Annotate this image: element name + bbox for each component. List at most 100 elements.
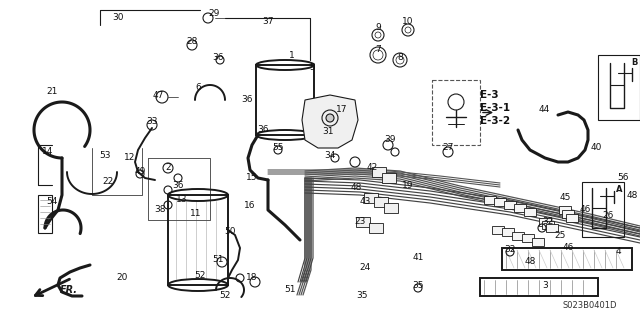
Text: 49: 49	[134, 167, 146, 176]
Text: 47: 47	[152, 92, 164, 100]
Text: A: A	[616, 185, 622, 194]
Bar	[372, 167, 386, 177]
Text: 1: 1	[289, 50, 295, 60]
Text: B: B	[632, 58, 638, 67]
Bar	[522, 234, 534, 242]
Text: 52: 52	[220, 291, 230, 300]
Bar	[502, 248, 632, 270]
Text: 36: 36	[257, 125, 269, 135]
Bar	[432, 80, 480, 145]
Bar	[504, 201, 516, 209]
Text: 35: 35	[356, 291, 368, 300]
Text: 38: 38	[154, 205, 166, 214]
Text: 16: 16	[244, 201, 256, 210]
Text: 29: 29	[208, 10, 220, 19]
Bar	[562, 210, 574, 218]
Text: 17: 17	[336, 106, 348, 115]
Text: 22: 22	[102, 177, 114, 187]
Bar	[384, 203, 398, 213]
Bar	[480, 278, 598, 296]
Text: 36: 36	[212, 54, 224, 63]
Text: E-3-1: E-3-1	[480, 103, 510, 113]
Text: S023B0401D: S023B0401D	[563, 300, 617, 309]
Text: 18: 18	[246, 273, 258, 283]
Text: 51: 51	[284, 286, 296, 294]
Text: 55: 55	[272, 144, 284, 152]
Text: 9: 9	[375, 24, 381, 33]
Text: 32: 32	[504, 246, 516, 255]
Text: 42: 42	[366, 164, 378, 173]
Text: 8: 8	[397, 54, 403, 63]
Text: 21: 21	[46, 87, 58, 97]
Bar	[582, 182, 624, 237]
Text: 34: 34	[324, 151, 336, 160]
Text: 7: 7	[375, 46, 381, 55]
Text: 30: 30	[112, 13, 124, 23]
Text: 46: 46	[579, 205, 591, 214]
Text: 45: 45	[559, 194, 571, 203]
Text: 12: 12	[124, 153, 136, 162]
Text: 10: 10	[403, 18, 413, 26]
Text: 19: 19	[403, 181, 413, 189]
Text: 51: 51	[212, 256, 224, 264]
Bar	[524, 208, 536, 216]
Text: 48: 48	[627, 190, 637, 199]
Text: 48: 48	[524, 257, 536, 266]
Text: 11: 11	[190, 209, 202, 218]
Polygon shape	[302, 95, 358, 148]
Bar	[256, 65, 314, 135]
Text: 37: 37	[262, 18, 274, 26]
Text: 41: 41	[412, 254, 424, 263]
Bar	[364, 193, 378, 203]
Bar	[369, 223, 383, 233]
Text: 44: 44	[538, 106, 550, 115]
Text: 15: 15	[246, 174, 258, 182]
Bar	[598, 55, 640, 120]
Text: 25: 25	[554, 231, 566, 240]
Text: 20: 20	[116, 273, 128, 283]
Text: 3: 3	[542, 280, 548, 290]
Bar	[382, 173, 396, 183]
Bar	[492, 226, 504, 234]
Text: 2: 2	[165, 164, 171, 173]
Text: 26: 26	[602, 211, 614, 219]
Bar	[566, 214, 578, 222]
Text: 31: 31	[323, 128, 333, 137]
Bar	[356, 217, 370, 227]
Text: E-3: E-3	[480, 90, 499, 100]
Text: E-3-2: E-3-2	[480, 116, 510, 126]
Text: 32: 32	[542, 218, 554, 226]
Text: 54: 54	[46, 197, 58, 206]
Text: 36: 36	[241, 95, 253, 105]
Bar	[542, 221, 554, 229]
Text: 56: 56	[617, 174, 628, 182]
Text: 52: 52	[195, 271, 205, 280]
Text: 5: 5	[309, 63, 315, 72]
Bar	[38, 195, 52, 233]
Text: 36: 36	[172, 181, 184, 189]
Text: 35: 35	[412, 280, 424, 290]
Text: 50: 50	[224, 227, 236, 236]
Bar	[168, 195, 228, 285]
Text: 39: 39	[384, 136, 396, 145]
Bar	[494, 198, 506, 206]
Bar	[484, 196, 496, 204]
Text: 48: 48	[350, 183, 362, 192]
Text: 24: 24	[360, 263, 371, 272]
Bar	[546, 224, 558, 232]
Text: FR.: FR.	[60, 285, 78, 295]
Bar	[512, 232, 524, 240]
Text: 43: 43	[359, 197, 371, 206]
Bar	[559, 206, 571, 214]
Bar	[502, 228, 514, 236]
Bar	[374, 197, 388, 207]
Circle shape	[326, 114, 334, 122]
Text: 40: 40	[590, 144, 602, 152]
Text: 46: 46	[563, 243, 573, 253]
Text: 14: 14	[42, 147, 54, 157]
Text: 28: 28	[186, 38, 198, 47]
Bar	[514, 204, 526, 212]
Text: 33: 33	[147, 117, 157, 127]
Text: 6: 6	[195, 84, 201, 93]
Text: 4: 4	[615, 248, 621, 256]
